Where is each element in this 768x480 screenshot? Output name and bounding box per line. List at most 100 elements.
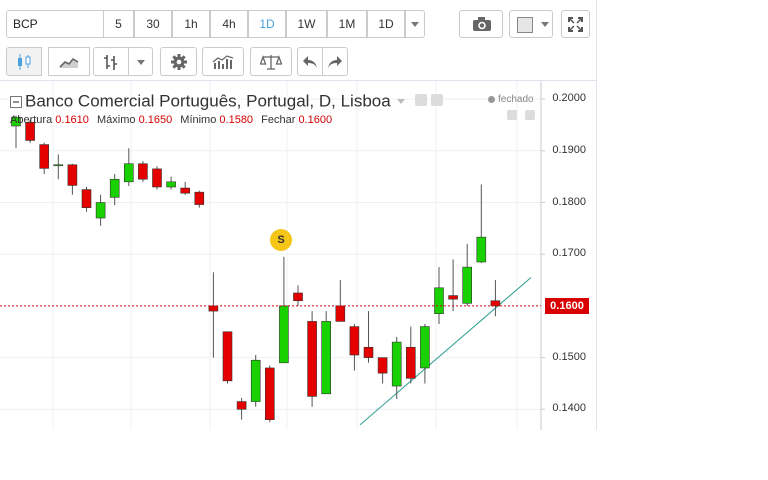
candle-body [490, 300, 501, 307]
candle-body [222, 331, 233, 382]
candles-button[interactable] [6, 47, 42, 76]
price-axis-label: 0.1800 [552, 195, 586, 208]
chart-pane[interactable]: Banco Comercial Português, Portugal, D, … [0, 81, 596, 430]
symbol-description: Banco Comercial Português, Portugal, D, … [25, 91, 391, 111]
camera-icon [473, 17, 491, 31]
candle-body [152, 168, 162, 188]
candle-body [81, 189, 92, 208]
snapshot-button[interactable] [459, 10, 503, 38]
dropdown-caret-icon [137, 60, 145, 65]
color-square-icon [517, 17, 533, 33]
chart-type-dropdown[interactable] [128, 47, 153, 76]
candle-body [39, 144, 50, 169]
range-select[interactable]: 1D [367, 10, 405, 38]
price-axis-label: 0.1400 [552, 402, 586, 415]
bars-button[interactable] [93, 47, 129, 76]
chart-toolbar [0, 43, 596, 81]
candle-body [124, 163, 134, 183]
candle-body [321, 321, 332, 395]
candle-body [11, 116, 21, 127]
collapse-up-icon[interactable] [507, 110, 517, 120]
candle-body [349, 326, 360, 356]
candle-body [194, 191, 205, 205]
candle-body [335, 305, 346, 322]
color-picker-button[interactable] [509, 10, 553, 38]
interval-1m[interactable]: 1M [327, 10, 367, 38]
collapse-icon[interactable] [10, 95, 22, 108]
chevron-down-icon[interactable] [397, 99, 406, 105]
last-price-tag: 0.1600 [545, 297, 589, 314]
ohlc-close-label: Fechar [261, 114, 296, 126]
trend-line [359, 277, 532, 426]
gear-icon[interactable] [431, 94, 443, 106]
candle-body [391, 341, 402, 387]
chevron-down-icon [411, 22, 419, 28]
split-marker[interactable]: S [270, 229, 292, 251]
legend-ohlc: Abertura 0.1610 Máximo 0.1650 Mínimo 0.1… [10, 114, 337, 126]
chart-widget: BCP 5 30 1h 4h 1D 1W 1M 1D [0, 0, 597, 430]
candle-body [208, 305, 219, 312]
indicators-icon [212, 54, 234, 69]
top-toolbar: BCP 5 30 1h 4h 1D 1W 1M 1D [0, 0, 596, 43]
market-status: fechado [488, 94, 534, 105]
gear-icon [170, 53, 187, 70]
candle-body [236, 401, 247, 410]
bars-icon [104, 54, 117, 70]
ohlc-low-label: Mínimo [180, 114, 217, 126]
candle-body [363, 346, 374, 358]
chevron-down-icon [541, 22, 549, 27]
compare-button[interactable] [250, 47, 292, 76]
candle-body [377, 357, 388, 374]
fullscreen-icon [568, 17, 583, 32]
eye-icon[interactable] [415, 94, 427, 106]
price-axis-label: 0.1900 [552, 143, 586, 156]
collapse-down-icon[interactable] [525, 110, 535, 120]
candle-body [462, 266, 473, 304]
candle-body [293, 292, 303, 302]
price-axis-label: 0.1700 [552, 247, 586, 260]
undo-button[interactable] [297, 47, 323, 76]
interval-5[interactable]: 5 [103, 10, 134, 38]
interval-4h[interactable]: 4h [210, 10, 248, 38]
redo-button[interactable] [322, 47, 348, 76]
settings-button[interactable] [160, 47, 197, 76]
candle-body [434, 287, 444, 314]
compare-scale-icon [260, 54, 282, 70]
candle-body [109, 178, 120, 198]
legend-title: Banco Comercial Português, Portugal, D, … [10, 91, 406, 112]
status-dot-icon [488, 95, 495, 103]
interval-1h[interactable]: 1h [172, 10, 210, 38]
interval-1d[interactable]: 1D [248, 10, 286, 38]
fullscreen-button[interactable] [561, 10, 590, 38]
range-dropdown-button[interactable] [405, 10, 425, 38]
candle-body [53, 164, 64, 167]
candle-body [307, 321, 317, 397]
candle-body [264, 367, 275, 420]
area-chart-icon [59, 57, 79, 68]
undo-icon [303, 55, 317, 68]
candles-icon [18, 53, 31, 70]
ohlc-high-value: 0.1650 [138, 114, 173, 126]
candle-body [67, 164, 78, 186]
ohlc-open-label: Abertura [10, 114, 53, 126]
area-chart-button[interactable] [48, 47, 90, 76]
chart-canvas[interactable] [0, 81, 596, 430]
redo-icon [328, 55, 342, 68]
candle-body [279, 305, 289, 364]
interval-30[interactable]: 30 [134, 10, 172, 38]
candle-body [250, 359, 261, 402]
candle-body [25, 122, 35, 141]
indicators-button[interactable] [202, 47, 244, 76]
candle-body [95, 202, 106, 219]
ohlc-high-label: Máximo [96, 114, 136, 126]
candle-body [448, 295, 458, 300]
candle-body [420, 326, 430, 369]
candle-body [405, 346, 416, 379]
interval-1w[interactable]: 1W [286, 10, 327, 38]
candle-body [180, 187, 190, 194]
candle-body [166, 181, 176, 188]
market-status-label: fechado [498, 94, 534, 105]
ohlc-close-value: 0.1600 [298, 114, 333, 126]
ohlc-open-value: 0.1610 [55, 114, 89, 126]
symbol-input[interactable]: BCP [6, 10, 104, 38]
